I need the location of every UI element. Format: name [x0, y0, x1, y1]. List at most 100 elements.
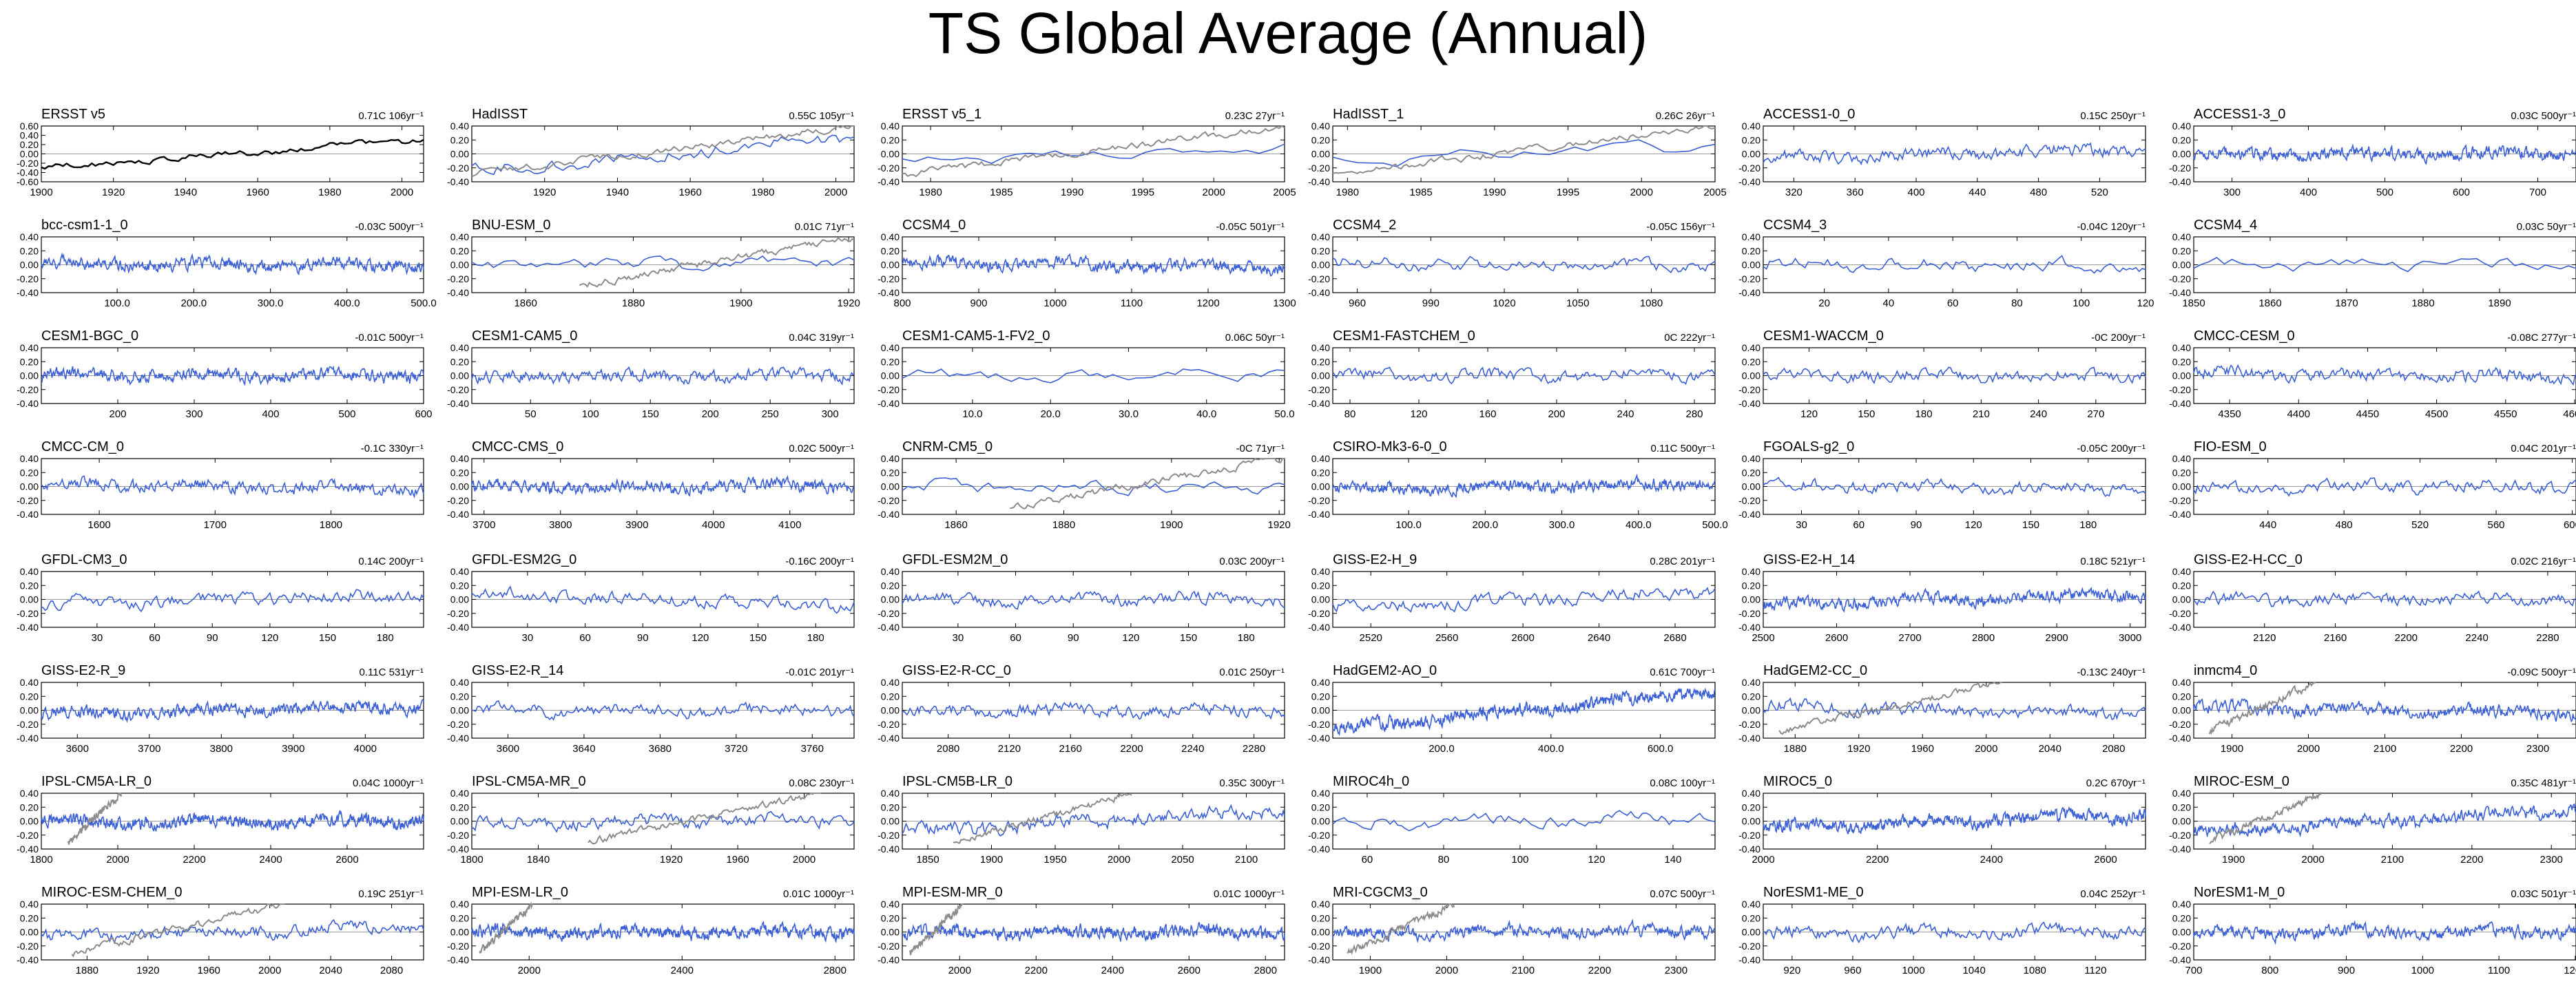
observed-overlay-line	[588, 792, 821, 845]
y-tick-label: -0.20	[1308, 384, 1330, 395]
y-tick-label: -0.40	[17, 509, 39, 520]
x-tick-label: 1200	[2564, 965, 2576, 976]
panel-plot: 0.40 0.20 0.00 -0.20 -0.40 50 100 150 200 250 300	[447, 342, 855, 420]
panel-title: CCSM4_3	[1763, 218, 1827, 233]
y-tick-label: 0.00	[1742, 149, 1760, 160]
panel-access1-0-0: ACCESS1-0_0 0.15C 250yr⁻¹ 0.40 0.20 0.00 -0.2…	[1722, 107, 2152, 217]
x-tick-label: 250	[762, 408, 779, 420]
x-tick-label: 2000	[2297, 743, 2320, 755]
panel-title: ACCESS1-0_0	[1763, 107, 1856, 122]
y-tick-label: 0.00	[881, 260, 900, 271]
x-tick-label: 2280	[1243, 743, 1265, 755]
panel-plot: 0.40 0.20 0.00 -0.20 -0.40 120 150 180 210 240 270	[1738, 342, 2146, 420]
panel-trend-stat: 0.01C 1000yr⁻¹	[783, 888, 854, 900]
panel-giss-e2-r-14: GISS-E2-R_14 -0.01C 201yr⁻¹ 0.40 0.20 0.00 -0…	[430, 663, 861, 773]
panel-trend-stat: -0C 71yr⁻¹	[1236, 443, 1285, 454]
x-tick-label: 150	[1180, 632, 1197, 644]
model-series-line	[41, 919, 424, 945]
y-tick-label: 0.20	[881, 356, 900, 367]
x-tick-label: 60	[1362, 854, 1373, 866]
panel-title: CMCC-CM_0	[41, 439, 124, 454]
y-tick-label: -0.20	[2169, 830, 2191, 841]
panel-title: MIROC4h_0	[1333, 774, 1410, 789]
x-tick-label: 1940	[174, 187, 197, 198]
panel-title: ERSST v5	[41, 107, 105, 122]
x-tick-label: 3900	[282, 743, 304, 755]
x-tick-label: 900	[2338, 965, 2355, 976]
y-tick-label: 0.20	[881, 134, 900, 145]
y-tick-label: -0.20	[447, 273, 469, 284]
y-tick-label: 0.40	[2172, 342, 2191, 353]
panel-cesm1-bgc-0: CESM1-BGC_0 -0.01C 500yr⁻¹ 0.40 0.20 0.00 -0.…	[0, 328, 432, 439]
panel-title: GFDL-ESM2G_0	[472, 552, 577, 567]
panel-trend-stat: 0.02C 500yr⁻¹	[789, 443, 854, 454]
y-tick-label: 0.00	[450, 149, 469, 160]
y-tick-label: 0.00	[20, 370, 39, 381]
panel-trend-stat: 0.55C 105yr⁻¹	[789, 110, 854, 122]
model-series-line	[2193, 920, 2576, 945]
model-series-line	[1332, 810, 1716, 832]
panel-title: GISS-E2-R_14	[472, 663, 564, 678]
x-tick-label: 1920	[1267, 519, 1290, 531]
x-tick-label: 2100	[1512, 965, 1535, 976]
y-tick-label: -0.20	[1308, 495, 1330, 506]
y-tick-label: -0.40	[1308, 398, 1330, 409]
y-tick-label: -0.40	[2169, 287, 2191, 298]
panel-cmcc-cm-0: CMCC-CM_0 -0.1C 330yr⁻¹ 0.40 0.20 0.00 -0.20 -…	[0, 439, 430, 549]
x-tick-label: 100.0	[1395, 519, 1422, 531]
panel-plot: 0.40 0.20 0.00 -0.20 -0.40 4350 4400 4450 4500 45…	[2169, 342, 2576, 420]
x-tick-label: 1880	[1052, 519, 1075, 531]
x-tick-label: 2000	[793, 854, 816, 866]
panel-hadisst: HadISST 0.55C 105yr⁻¹ 0.40 0.20 0.00 -0.20 -0.…	[430, 107, 861, 217]
x-tick-label: 1120	[2084, 965, 2106, 976]
y-tick-label: 0.20	[1311, 691, 1330, 702]
x-tick-label: 4000	[354, 743, 377, 755]
y-tick-label: -0.40	[447, 509, 469, 520]
panel-trend-stat: 0.02C 216yr⁻¹	[2511, 556, 2576, 567]
y-tick-label: -0.20	[447, 830, 469, 841]
x-tick-label: 2900	[2045, 632, 2068, 644]
y-tick-label: 0.00	[881, 370, 900, 381]
x-tick-label: 3680	[649, 743, 672, 755]
x-tick-label: 270	[2087, 408, 2104, 420]
x-tick-label: 2100	[2374, 743, 2396, 755]
model-series-line	[1763, 697, 2146, 721]
x-tick-label: 1000	[2411, 965, 2434, 976]
x-tick-label: 3600	[66, 743, 89, 755]
x-tick-label: 120	[1410, 408, 1427, 420]
model-series-line	[2193, 257, 2576, 273]
y-tick-label: 0.00	[1311, 260, 1330, 271]
panel-plot: 0.40 0.20 0.00 -0.20 -0.40 100.0 200.0 300.0 400…	[17, 231, 437, 309]
x-tick-label: 2300	[2526, 743, 2549, 755]
y-tick-label: 0.40	[1742, 677, 1760, 688]
panel-ccsm4-4: CCSM4_4 0.03C 50yr⁻¹ 0.40 0.20 0.00 -0.20 -0.4…	[2152, 218, 2576, 328]
x-tick-label: 1700	[204, 519, 227, 531]
model-series-line	[41, 365, 424, 386]
panel-cesm1-cam5-0: CESM1-CAM5_0 0.04C 319yr⁻¹ 0.40 0.20 0.00 -0.…	[430, 328, 861, 439]
y-tick-label: -0.40	[877, 398, 900, 409]
panel-plot: 0.40 0.20 0.00 -0.20 -0.40 2520 2560 2600 2640 26…	[1308, 566, 1716, 644]
y-tick-label: 0.40	[20, 231, 39, 242]
x-tick-label: 2300	[1665, 965, 1687, 976]
x-tick-label: 80	[1344, 408, 1356, 420]
y-tick-label: -0.20	[1738, 495, 1760, 506]
x-tick-label: 1985	[1409, 187, 1432, 198]
x-tick-label: 400	[1907, 187, 1924, 198]
x-tick-label: 2600	[1511, 632, 1534, 644]
y-tick-label: -0.20	[1738, 163, 1760, 174]
x-tick-label: 800	[893, 297, 911, 309]
x-tick-label: 1860	[2258, 297, 2281, 309]
model-series-line	[2193, 590, 2576, 608]
panel-trend-stat: -0.05C 501yr⁻¹	[1216, 221, 1285, 233]
x-tick-label: 1920	[660, 854, 683, 866]
y-tick-label: 0.20	[1311, 580, 1330, 591]
x-tick-label: 3900	[625, 519, 648, 531]
panel-trend-stat: -0.13C 240yr⁻¹	[2077, 667, 2146, 678]
y-tick-label: 0.40	[450, 677, 469, 688]
y-tick-label: -0.20	[1308, 163, 1330, 174]
panel-title: MIROC-ESM_0	[2194, 774, 2289, 789]
panel-plot: 0.40 0.20 0.00 -0.20 -0.40 300 400 500 600 700	[2169, 121, 2576, 198]
y-tick-label: 0.40	[450, 231, 469, 242]
y-tick-label: -0.40	[2169, 398, 2191, 409]
y-tick-label: 0.20	[20, 802, 39, 813]
